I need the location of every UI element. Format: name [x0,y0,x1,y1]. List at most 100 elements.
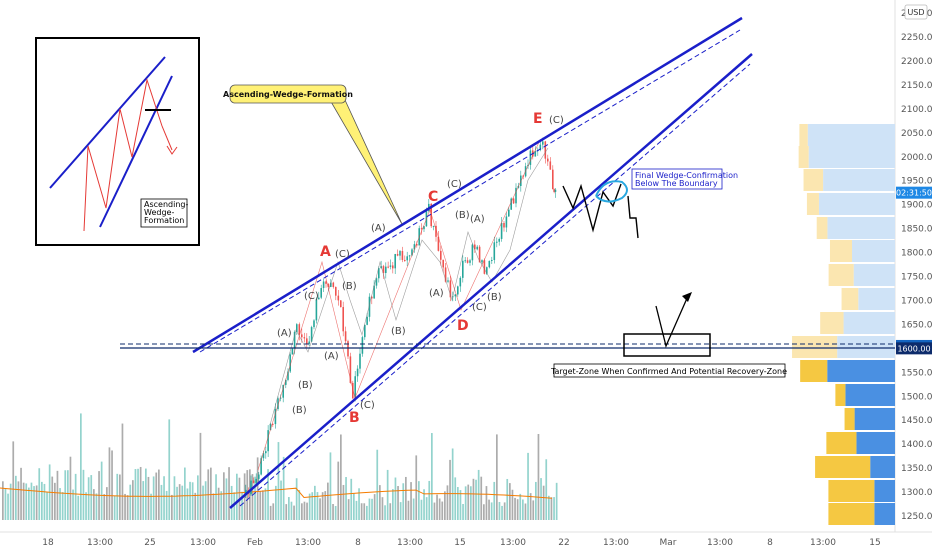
volume-bar [236,473,238,520]
volume-bar [428,480,431,520]
candle-body [553,189,555,192]
volume-profile [792,124,895,525]
candle-body [401,251,404,260]
volume-bar [95,493,98,520]
candle-body [335,287,337,296]
volume-bar [171,494,173,520]
volume-bar [340,434,342,520]
volume-bar [129,484,132,520]
candle-body [308,341,310,344]
volume-bar [449,459,451,520]
volume-bar [220,491,223,520]
volume-bar [259,491,262,520]
wave-label-minor: (B) [455,210,470,221]
candle-body [371,296,373,299]
candle-body [368,296,371,317]
x-tick-label: 13:00 [190,538,216,548]
volume-moving-average [0,487,553,499]
target-levels [120,343,895,349]
volume-bar [20,467,22,520]
volume-bar [420,499,423,520]
volume-bar [431,433,433,520]
volume-bar [41,481,43,520]
candle-body [466,260,469,263]
volume-bar [389,503,392,520]
volume-bar [384,505,386,520]
volume-bar [56,470,59,520]
candle-body [408,255,411,257]
svg-text:Ascending-: Ascending- [144,200,188,209]
wave-label-minor: (A) [470,214,485,225]
target-zone-label: Target-Zone When Confirmed And Potential… [550,363,787,378]
candle-body [293,331,296,349]
volume-bar [199,432,202,520]
profile-down-segment [828,503,875,525]
volume-bar [142,481,145,520]
wave-label-minor: (B) [487,292,502,303]
volume-bar [38,468,41,520]
y-tick-label: 1650.00 [901,320,932,330]
x-tick-label: 13:00 [397,538,423,548]
volume-bar [329,452,332,520]
y-tick-label: 2250.00 [901,33,932,43]
volume-bar [527,452,529,520]
candle-body [318,297,320,300]
candle-body [389,265,392,267]
candle-body [269,423,272,431]
candle-body [315,299,318,321]
volume-bar [17,481,20,520]
x-tick-label: 8 [767,538,773,548]
profile-up-segment [858,288,895,310]
wave-connector [257,139,541,471]
volume-bar [480,476,483,520]
candle-body [488,260,491,268]
candle-body [274,409,277,425]
volume-bar [116,473,119,520]
volume-bar [522,499,524,520]
candle-body [500,222,503,239]
volume-bar [223,472,225,520]
svg-text:Formation: Formation [144,216,184,225]
svg-text:Below The Boundary: Below The Boundary [635,179,718,188]
profile-up-segment [874,480,895,502]
candle-body [320,288,322,298]
volume-bar [371,498,373,520]
volume-bar [301,503,303,520]
profile-down-segment [826,432,857,454]
volume-bar [267,469,269,520]
profile-up-segment [874,503,895,525]
volume-bar [433,502,436,520]
volume-bar [85,492,87,520]
y-tick-label: 1750.00 [901,273,932,283]
volume-bar [33,486,35,520]
volume-bar [217,487,220,520]
volume-bar [204,481,207,520]
volume-bar [399,502,402,520]
wave-label-minor: (A) [371,223,386,234]
svg-text:Final Wedge-Confirmation: Final Wedge-Confirmation [635,171,738,180]
x-tick-label: 13:00 [707,538,733,548]
currency-badge[interactable]: USD [904,4,928,20]
candle-body [404,259,406,261]
wave-label-minor: (C) [549,115,564,126]
candle-body [325,281,327,284]
volume-bar [163,476,165,520]
candle-body [366,316,368,325]
candle-body [486,267,488,274]
volume-bar [483,504,485,520]
volume-bar [137,468,139,520]
y-tick-label: 1900.00 [901,201,932,211]
volume-bar [189,481,191,520]
volume-bar [451,448,454,520]
volume-bar [215,474,217,520]
volume-bar [233,492,236,520]
wave-label-minor: (A) [324,351,339,362]
volume-bar [376,449,379,520]
candle-body [423,226,425,230]
x-tick-label: 8 [355,538,361,548]
candle-body [491,259,493,261]
x-tick-label: 18 [42,538,54,548]
profile-down-segment [815,456,871,478]
volume-bar [74,473,77,520]
